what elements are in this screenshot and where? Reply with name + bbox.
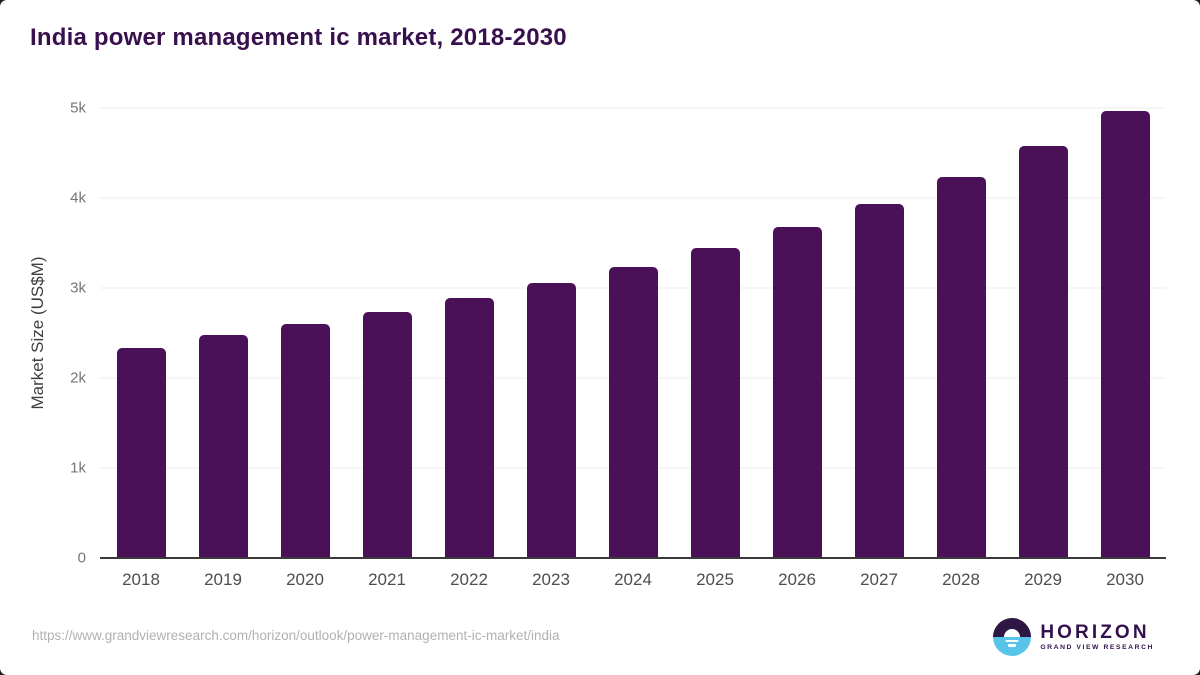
y-tick-label-5k: 5k [70, 99, 86, 117]
y-tick-label-2k: 2k [70, 369, 86, 387]
x-tick-label-2025: 2025 [696, 570, 734, 589]
y-tick-label-1k: 1k [70, 459, 86, 477]
bar-slot-2027 [838, 108, 920, 558]
x-tick-label-2026: 2026 [778, 570, 816, 589]
bar-slot-2029 [1002, 108, 1084, 558]
logo-subtitle: GRAND VIEW RESEARCH [1040, 644, 1154, 652]
bar-2024[interactable] [608, 267, 658, 558]
bar-2029[interactable] [1018, 145, 1068, 558]
logo-reflection-line [1008, 644, 1017, 647]
source-url: https://www.grandviewresearch.com/horizo… [32, 628, 560, 643]
bar-2022[interactable] [444, 297, 494, 558]
bar-slot-2028 [920, 108, 1002, 558]
bar-slot-2023 [510, 108, 592, 558]
x-tick-label-2023: 2023 [532, 570, 570, 589]
bars [100, 108, 1166, 558]
bar-2025[interactable] [690, 248, 740, 558]
logo-name: HORIZON [1040, 621, 1150, 643]
bar-slot-2018 [100, 108, 182, 558]
logo-sea-half [993, 637, 1032, 656]
bar-slot-2022 [428, 108, 510, 558]
logo-reflection-line [1005, 639, 1019, 642]
gridline [100, 197, 1166, 199]
bar-slot-2030 [1084, 108, 1166, 558]
bar-2030[interactable] [1100, 110, 1150, 558]
x-tick-label-2018: 2018 [122, 570, 160, 589]
horizon-logo-icon [993, 618, 1032, 656]
plot-area [100, 107, 1166, 559]
bar-slot-2026 [756, 108, 838, 558]
x-tick-label-2022: 2022 [450, 570, 488, 589]
bar-2020[interactable] [280, 324, 330, 558]
logo-sun-icon [1004, 629, 1021, 637]
gridline [100, 107, 1166, 109]
x-tick-label-2027: 2027 [860, 570, 898, 589]
bar-slot-2019 [182, 108, 264, 558]
bar-2018[interactable] [116, 347, 166, 558]
logo-text: HORIZON GRAND VIEW RESEARCH [1040, 621, 1154, 652]
bar-2026[interactable] [772, 227, 822, 558]
y-tick-label-4k: 4k [70, 189, 86, 207]
bar-slot-2020 [264, 108, 346, 558]
x-axis-line [100, 557, 1166, 559]
bar-2019[interactable] [198, 334, 248, 558]
bar-2028[interactable] [936, 177, 986, 558]
chart-title: India power management ic market, 2018-2… [30, 24, 567, 51]
x-tick-label-2024: 2024 [614, 570, 652, 589]
x-tick-label-2021: 2021 [368, 570, 406, 589]
horizon-logo: HORIZON GRAND VIEW RESEARCH [993, 618, 1154, 656]
y-tick-label-0: 0 [77, 549, 86, 567]
y-tick-label-3k: 3k [70, 279, 86, 297]
x-tick-label-2028: 2028 [942, 570, 980, 589]
bar-2027[interactable] [854, 203, 904, 558]
logo-sky-half [993, 618, 1032, 637]
x-tick-label-2020: 2020 [286, 570, 324, 589]
x-tick-label-2030: 2030 [1106, 570, 1144, 589]
x-tick-label-2029: 2029 [1024, 570, 1062, 589]
bar-slot-2021 [346, 108, 428, 558]
x-axis-labels: 2018 2019 2020 2021 2022 2023 2024 2025 2026 2027… [100, 570, 1166, 590]
bar-2023[interactable] [526, 283, 576, 558]
y-axis-ticks: 0 1k 2k 3k 4k 5k [0, 101, 86, 566]
x-tick-label-2019: 2019 [204, 570, 242, 589]
bar-2021[interactable] [362, 312, 412, 558]
bar-slot-2024 [592, 108, 674, 558]
bar-slot-2025 [674, 108, 756, 558]
